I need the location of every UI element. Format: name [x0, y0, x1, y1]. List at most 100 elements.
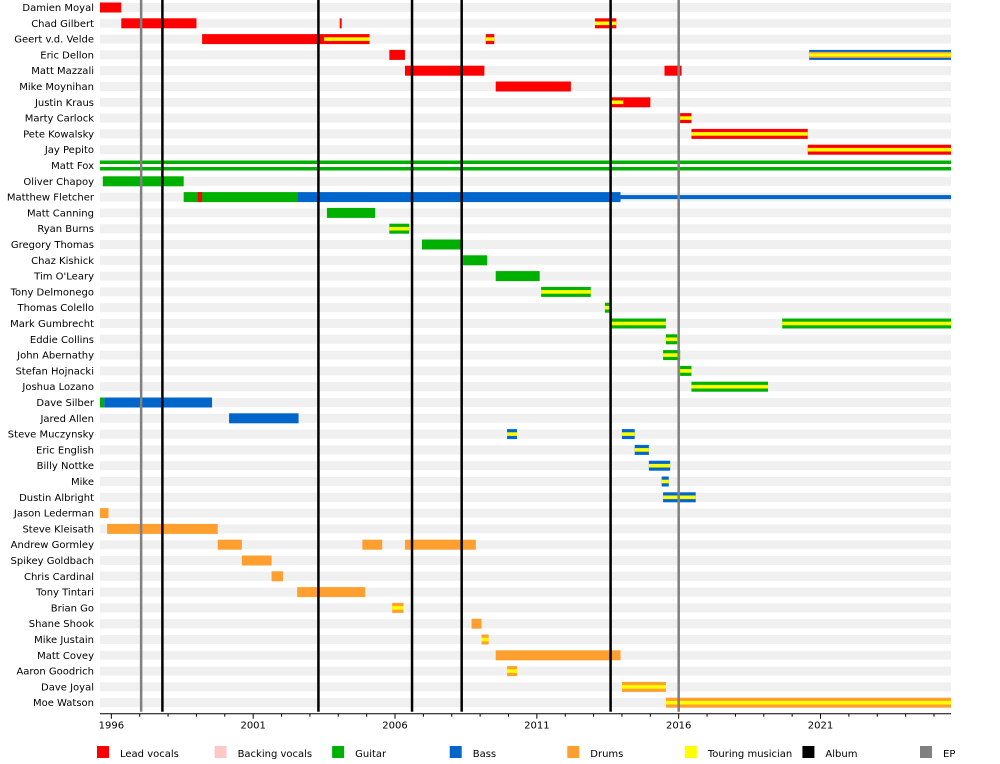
- touring-stripe: [691, 384, 769, 389]
- row-band: [100, 350, 951, 360]
- member-bar: [241, 555, 272, 566]
- member-bar: [389, 49, 405, 60]
- membership-bars: [100, 2, 951, 708]
- legend-swatch-drums: [567, 746, 580, 758]
- member-bar: [202, 34, 325, 45]
- member-name: Tony Tintari: [35, 588, 94, 599]
- touring-stripe: [621, 685, 666, 689]
- row-band: [100, 382, 951, 392]
- row-band: [100, 682, 951, 692]
- x-axis: 1996 2001 2006 2011 2016 2021: [99, 713, 951, 732]
- touring-stripe: [782, 321, 951, 326]
- row-band: [100, 255, 951, 265]
- member-bar: [471, 618, 482, 629]
- member-name: Spikey Goldbach: [11, 556, 94, 567]
- member-name: Brian Go: [51, 603, 94, 614]
- member-name: Tony Delmonego: [10, 287, 94, 298]
- member-bar: [421, 239, 464, 250]
- member-name: Mike Justain: [34, 635, 94, 646]
- row-band: [100, 524, 951, 534]
- member-bar: [100, 2, 122, 13]
- member-bar: [664, 65, 682, 76]
- touring-stripe: [324, 37, 370, 41]
- member-bar: [217, 539, 242, 550]
- member-bar: [404, 65, 485, 76]
- member-name: Jay Pepito: [44, 145, 94, 156]
- row-band: [100, 398, 951, 407]
- member-name: Damien Moyal: [22, 3, 94, 14]
- member-name: Pete Kowalsky: [23, 129, 94, 140]
- member-bar: [463, 255, 488, 266]
- row-band: [100, 50, 951, 60]
- member-name: Dave Joyal: [41, 682, 94, 693]
- touring-stripe: [634, 448, 649, 452]
- touring-stripe: [621, 432, 635, 436]
- member-name: Chad Gilbert: [31, 19, 94, 30]
- member-names: Damien Moyal Chad Gilbert Geert v.d. Velde…: [7, 3, 95, 709]
- x-tick-label: 1996: [99, 721, 124, 732]
- row-band: [100, 240, 951, 249]
- row-band: [100, 366, 951, 376]
- touring-stripe: [661, 479, 669, 484]
- row-band: [100, 113, 951, 123]
- member-name: Eric Dellon: [40, 50, 94, 61]
- member-name: Shane Shook: [29, 619, 94, 630]
- touring-stripe: [392, 606, 404, 610]
- legend: Lead vocals Backing vocals Guitar Bass Drums…: [97, 746, 955, 760]
- legend-swatch-guitar: [332, 746, 345, 758]
- row-bands: [100, 3, 951, 708]
- member-name: Aaron Goodrich: [16, 667, 94, 678]
- member-bar: [339, 18, 342, 29]
- member-name: Jason Lederman: [13, 509, 94, 520]
- legend-swatch-bass: [449, 746, 462, 758]
- row-band: [100, 3, 951, 12]
- member-bar: [326, 207, 376, 218]
- member-bar: [271, 571, 283, 582]
- member-name: Thomas Colello: [16, 303, 94, 314]
- row-band: [100, 508, 951, 518]
- row-band: [100, 571, 951, 581]
- legend-swatch-ep: [920, 746, 932, 758]
- member-name: Justin Kraus: [34, 98, 94, 109]
- row-band: [100, 176, 951, 186]
- member-name: Steve Kleisath: [22, 524, 94, 535]
- member-name: Joshua Lozano: [21, 382, 94, 393]
- touring-stripe: [665, 700, 951, 705]
- row-band: [100, 413, 951, 423]
- row-band: [100, 666, 951, 676]
- member-bar: [297, 192, 621, 203]
- member-bar: [297, 587, 366, 598]
- member-name: Mark Gumbrecht: [10, 319, 94, 330]
- touring-stripe: [481, 637, 489, 642]
- row-band: [100, 587, 951, 597]
- touring-stripe: [604, 305, 611, 310]
- member-name: Gregory Thomas: [11, 240, 94, 251]
- member-name: Chaz Kishick: [31, 256, 94, 267]
- touring-stripe: [665, 337, 678, 342]
- member-name: Stefan Hojnacki: [15, 366, 94, 377]
- row-band: [100, 477, 951, 486]
- touring-stripe: [389, 226, 410, 231]
- member-name: Ryan Burns: [37, 224, 94, 235]
- x-tick-label: 2001: [240, 721, 265, 732]
- member-name: Matt Mazzali: [31, 66, 94, 77]
- legend-swatch-album: [802, 746, 815, 758]
- member-bar: [197, 192, 203, 203]
- row-band: [100, 540, 951, 550]
- legend-swatch-touring: [684, 746, 697, 758]
- member-name: Tim O'Leary: [33, 272, 94, 283]
- member-name: Marty Carlock: [25, 114, 95, 125]
- member-name: Moe Watson: [33, 698, 94, 709]
- legend-label: Album: [825, 749, 857, 760]
- member-bar: [102, 176, 184, 187]
- row-band: [100, 303, 951, 313]
- row-band: [100, 66, 951, 76]
- x-tick-label: 2006: [382, 721, 407, 732]
- member-bar: [100, 397, 105, 408]
- member-name: Billy Nottke: [37, 461, 94, 472]
- x-tick-label: 2021: [808, 721, 833, 732]
- touring-stripe: [594, 21, 617, 26]
- member-name: Dave Silber: [36, 398, 94, 409]
- touring-stripe: [610, 100, 624, 105]
- member-name: Oliver Chapoy: [23, 177, 94, 188]
